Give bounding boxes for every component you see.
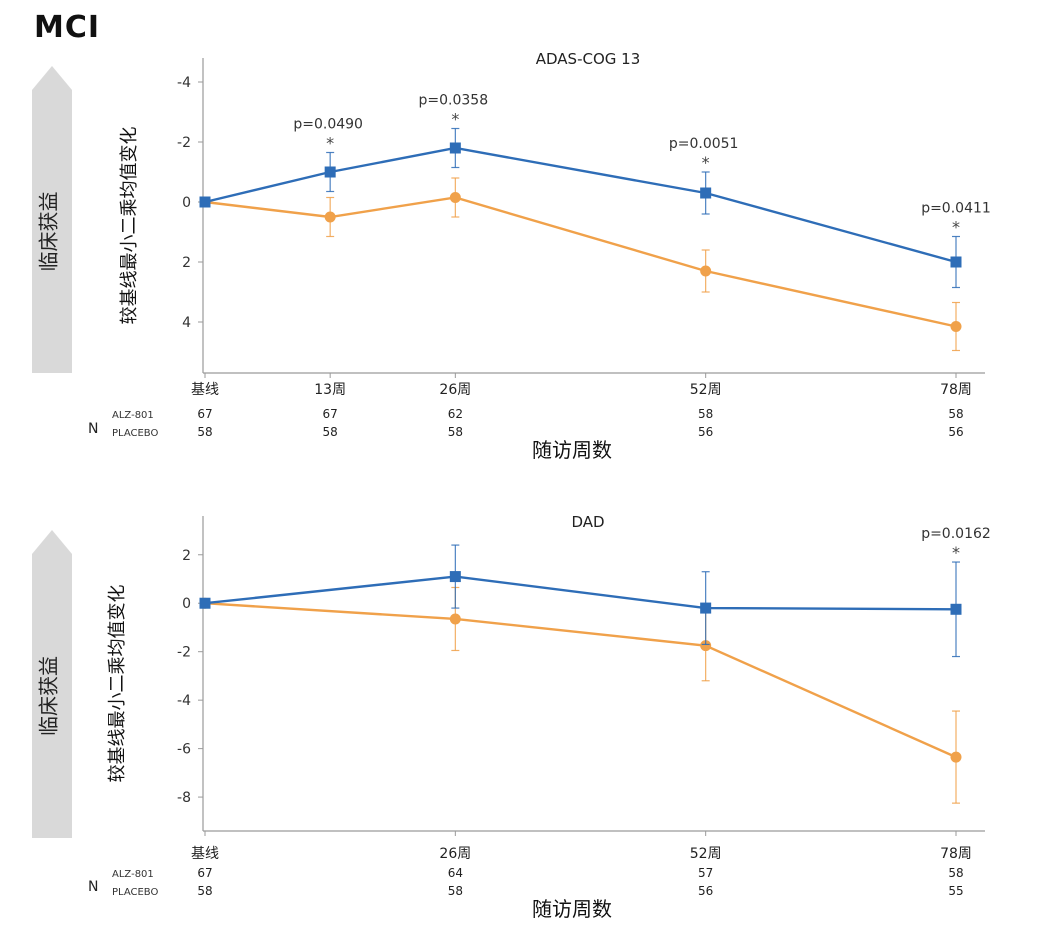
p-value-label: p=0.0490 bbox=[293, 117, 363, 133]
significance-star: * bbox=[451, 110, 459, 129]
y-tick-label: 2 bbox=[182, 548, 191, 564]
p-value-label: p=0.0358 bbox=[419, 93, 489, 109]
significance-star: * bbox=[326, 134, 334, 153]
data-point bbox=[324, 166, 336, 178]
data-point bbox=[324, 211, 336, 223]
n-value: 67 bbox=[323, 407, 338, 421]
benefit-arrow bbox=[32, 530, 72, 838]
data-point bbox=[700, 640, 712, 652]
n-value: 67 bbox=[197, 866, 212, 880]
n-value: 62 bbox=[448, 407, 463, 421]
series-alz-801 bbox=[199, 127, 962, 289]
y-tick-label: -2 bbox=[177, 645, 191, 661]
n-value: 56 bbox=[948, 425, 963, 439]
n-value: 58 bbox=[448, 425, 463, 439]
y-axis-title: 较基线最小二乘均值变化 bbox=[107, 585, 128, 783]
n-value: 58 bbox=[448, 884, 463, 898]
data-point bbox=[700, 602, 712, 614]
data-point bbox=[199, 196, 211, 208]
benefit-arrow-label: 临床获益 bbox=[37, 656, 61, 736]
p-value-label: p=0.0411 bbox=[921, 201, 991, 217]
x-tick-label: 基线 bbox=[191, 381, 219, 398]
p-value-label: p=0.0162 bbox=[921, 526, 991, 542]
y-tick-label: 2 bbox=[182, 255, 191, 271]
data-point bbox=[199, 597, 211, 609]
n-label: N bbox=[88, 421, 98, 437]
series-alz-801 bbox=[199, 544, 962, 658]
n-value: 57 bbox=[698, 866, 713, 880]
n-value: 58 bbox=[698, 407, 713, 421]
n-value: 58 bbox=[948, 866, 963, 880]
x-tick-label: 78周 bbox=[940, 382, 972, 398]
y-tick-label: -4 bbox=[177, 693, 191, 709]
data-point bbox=[950, 321, 962, 332]
x-tick-label: 78周 bbox=[940, 846, 972, 862]
y-tick-label: 4 bbox=[182, 315, 191, 331]
data-point bbox=[950, 751, 962, 763]
series-placebo bbox=[199, 586, 962, 804]
data-point bbox=[449, 571, 461, 583]
x-tick-label: 基线 bbox=[191, 845, 219, 862]
y-tick-label: -4 bbox=[177, 75, 191, 91]
n-value: 55 bbox=[948, 884, 963, 898]
y-tick-label: -8 bbox=[177, 790, 191, 806]
y-tick-label: 0 bbox=[182, 195, 191, 211]
n-value: 56 bbox=[698, 425, 713, 439]
benefit-arrow-label: 临床获益 bbox=[37, 192, 61, 272]
p-value-label: p=0.0051 bbox=[669, 136, 739, 152]
series-line bbox=[204, 146, 957, 264]
x-tick-label: 52周 bbox=[690, 846, 722, 862]
data-point bbox=[449, 613, 461, 625]
n-row-label: ALZ-801 bbox=[112, 869, 154, 880]
page-title: MCI bbox=[34, 10, 101, 45]
n-value: 58 bbox=[323, 425, 338, 439]
n-row-label: PLACEBO bbox=[112, 887, 158, 898]
n-row-label: ALZ-801 bbox=[112, 410, 154, 421]
n-value: 56 bbox=[698, 884, 713, 898]
chart-1: 临床获益 较基线最小二乘均值变化 ADAS-COG 13 -4 -2 0 2 4 基线 13周 26… bbox=[32, 50, 991, 462]
chart-title: ADAS-COG 13 bbox=[536, 50, 641, 68]
benefit-arrow bbox=[32, 66, 72, 373]
x-tick-label: 13周 bbox=[314, 382, 346, 398]
series-placebo bbox=[199, 177, 962, 352]
data-point bbox=[950, 603, 962, 615]
chart-2: 临床获益 较基线最小二乘均值变化 DAD 2 0 -2 -4 -6 -8 基线 26周 52周 78周随… bbox=[32, 513, 991, 921]
n-value: 58 bbox=[948, 407, 963, 421]
x-tick-label: 52周 bbox=[690, 382, 722, 398]
data-point bbox=[449, 142, 461, 154]
y-tick-label: -6 bbox=[177, 742, 191, 758]
n-value: 58 bbox=[197, 884, 212, 898]
data-point bbox=[950, 256, 962, 268]
series-line bbox=[204, 196, 957, 328]
n-value: 58 bbox=[197, 425, 212, 439]
series-line bbox=[204, 575, 957, 611]
x-tick-label: 26周 bbox=[439, 846, 471, 862]
data-point bbox=[700, 187, 712, 199]
data-point bbox=[449, 192, 461, 203]
x-axis-title: 随访周数 bbox=[532, 897, 612, 921]
x-axis-title: 随访周数 bbox=[532, 438, 612, 462]
chart-title: DAD bbox=[571, 513, 604, 531]
series-line bbox=[204, 602, 957, 759]
n-label: N bbox=[88, 879, 98, 895]
y-tick-label: -2 bbox=[177, 135, 191, 151]
significance-star: * bbox=[702, 153, 710, 172]
n-value: 64 bbox=[448, 866, 463, 880]
y-tick-label: 0 bbox=[182, 596, 191, 612]
data-point bbox=[700, 265, 712, 277]
n-value: 67 bbox=[197, 407, 212, 421]
significance-star: * bbox=[952, 218, 960, 237]
n-row-label: PLACEBO bbox=[112, 428, 158, 439]
significance-star: * bbox=[952, 543, 960, 562]
x-tick-label: 26周 bbox=[439, 382, 471, 398]
y-axis-title: 较基线最小二乘均值变化 bbox=[119, 127, 140, 325]
